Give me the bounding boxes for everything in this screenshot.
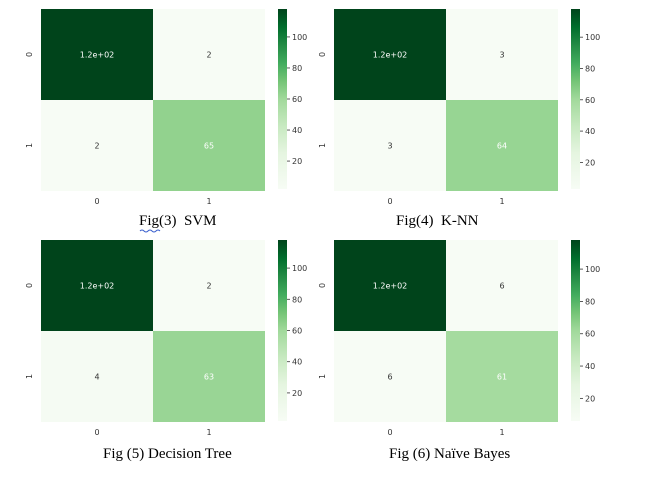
- cell-annotation: 1.2e+02: [373, 51, 408, 60]
- heatmap-cell: [446, 9, 558, 100]
- heatmap-cell: [153, 9, 265, 100]
- y-tick-label: 1: [25, 143, 34, 148]
- y-tick-label: 1: [318, 143, 327, 148]
- colorbar-tick-label: 80: [292, 295, 302, 304]
- colorbar-tick-label: 60: [292, 327, 302, 336]
- colorbar-tick-label: 60: [292, 95, 302, 104]
- cell-annotation: 2: [206, 282, 211, 291]
- heatmap-cell: [446, 331, 558, 422]
- heatmap-cell: [153, 100, 265, 191]
- x-tick-label: 0: [387, 197, 392, 206]
- x-tick-label: 1: [499, 197, 504, 206]
- colorbar-tick-label: 20: [585, 394, 595, 403]
- heatmap-panel-0: 1.2e+02 2 2 65 0 1 0 1 20 40 60 80 100: [25, 9, 307, 206]
- colorbar-tick-label: 40: [292, 126, 302, 135]
- caption-svm: Fig(3) SVM: [139, 213, 217, 229]
- cell-annotation: 63: [204, 373, 214, 382]
- x-tick-label: 0: [94, 197, 99, 206]
- x-tick-label: 1: [499, 428, 504, 437]
- heatmap-cell: [41, 100, 153, 191]
- y-tick-label: 1: [318, 374, 327, 379]
- colorbar: [571, 9, 580, 189]
- heatmap-cell: [334, 9, 446, 100]
- x-tick-label: 0: [94, 428, 99, 437]
- cell-annotation: 1.2e+02: [373, 282, 408, 291]
- heatmap-cell: [41, 240, 153, 331]
- heatmap-cell: [334, 100, 446, 191]
- cell-annotation: 4: [94, 373, 99, 382]
- colorbar-tick-label: 100: [585, 33, 600, 42]
- colorbar-tick-label: 60: [585, 330, 595, 339]
- cell-annotation: 2: [206, 51, 211, 60]
- caption-knn: Fig(4) K-NN: [396, 213, 479, 229]
- colorbar-tick-label: 80: [292, 64, 302, 73]
- colorbar-tick-label: 20: [292, 389, 302, 398]
- cell-annotation: 1.2e+02: [80, 282, 115, 291]
- y-tick-label: 0: [318, 52, 327, 57]
- cell-annotation: 3: [499, 51, 504, 60]
- colorbar: [278, 240, 287, 421]
- y-tick-label: 0: [25, 283, 34, 288]
- heatmap-cell: [153, 331, 265, 422]
- cell-annotation: 61: [497, 373, 507, 382]
- y-tick-label: 0: [318, 283, 327, 288]
- x-tick-label: 1: [206, 428, 211, 437]
- cell-annotation: 65: [204, 142, 214, 151]
- cell-annotation: 2: [94, 142, 99, 151]
- heatmap-cell: [446, 100, 558, 191]
- colorbar-tick-label: 100: [585, 265, 600, 274]
- colorbar: [571, 240, 580, 421]
- cell-annotation: 3: [387, 142, 392, 151]
- heatmap-cell: [41, 9, 153, 100]
- cell-annotation: 6: [387, 373, 392, 382]
- x-tick-label: 1: [206, 197, 211, 206]
- colorbar-tick-label: 100: [292, 33, 307, 42]
- heatmap-cell: [41, 331, 153, 422]
- colorbar-tick-label: 20: [585, 158, 595, 167]
- caption-naive-bayes: Fig (6) Naïve Bayes: [389, 446, 511, 462]
- colorbar-tick-label: 80: [585, 297, 595, 306]
- cell-annotation: 1.2e+02: [80, 51, 115, 60]
- heatmap-cell: [334, 240, 446, 331]
- heatmap-cell: [153, 240, 265, 331]
- heatmap-panel-3: 1.2e+02 6 6 61 0 1 0 1 20 40 60 80 100: [318, 240, 600, 437]
- colorbar-tick-label: 60: [585, 96, 595, 105]
- heatmap-panel-1: 1.2e+02 3 3 64 0 1 0 1 20 40 60 80 100: [318, 9, 600, 206]
- x-tick-label: 0: [387, 428, 392, 437]
- caption-decision-tree: Fig (5) Decision Tree: [103, 446, 232, 462]
- y-tick-label: 0: [25, 52, 34, 57]
- colorbar-tick-label: 100: [292, 264, 307, 273]
- spellcheck-underline: [139, 229, 161, 233]
- colorbar-tick-label: 40: [585, 127, 595, 136]
- colorbar-tick-label: 20: [292, 157, 302, 166]
- heatmap-cell: [334, 331, 446, 422]
- colorbar-tick-label: 40: [292, 358, 302, 367]
- cell-annotation: 6: [499, 282, 504, 291]
- colorbar: [278, 9, 287, 189]
- heatmap-cell: [446, 240, 558, 331]
- heatmap-panel-2: 1.2e+02 2 4 63 0 1 0 1 20 40 60 80 100: [25, 240, 307, 437]
- colorbar-tick-label: 40: [585, 362, 595, 371]
- cell-annotation: 64: [497, 142, 507, 151]
- colorbar-tick-label: 80: [585, 64, 595, 73]
- y-tick-label: 1: [25, 374, 34, 379]
